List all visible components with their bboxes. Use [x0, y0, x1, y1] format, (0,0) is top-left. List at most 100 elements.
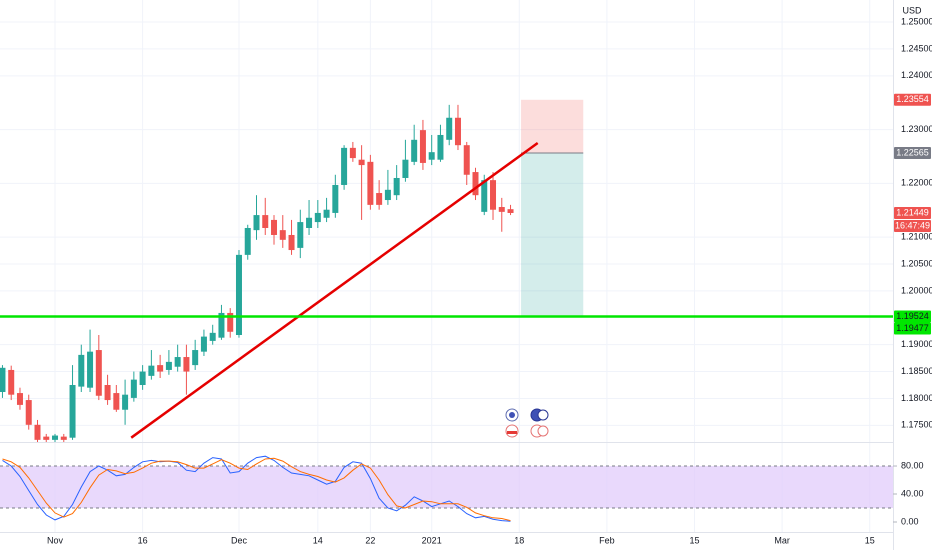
stochastic-line — [2, 457, 511, 522]
candle-body — [341, 147, 348, 185]
stop-zone — [521, 99, 584, 153]
candle-body — [87, 351, 94, 388]
candle-body — [52, 435, 59, 440]
candle-body — [235, 254, 242, 335]
candle-body — [472, 172, 479, 196]
candle-body — [349, 147, 356, 159]
candle-body — [490, 180, 497, 210]
candle-body — [323, 209, 330, 218]
candle-body — [437, 134, 444, 160]
candle-body — [376, 193, 383, 205]
candle-body — [200, 336, 207, 352]
candle-body — [332, 184, 339, 213]
candle-body — [25, 400, 32, 425]
price-label: 1.22565 — [896, 147, 929, 157]
candle-body — [314, 212, 321, 223]
price-label: 1.21449 — [896, 207, 929, 217]
event-icon[interactable] — [537, 425, 549, 437]
stochastic-band — [0, 466, 893, 509]
candle-body — [192, 350, 199, 366]
candle-body — [8, 369, 15, 395]
candle-body — [306, 217, 313, 228]
y-tick-label: 1.17500 — [901, 420, 932, 430]
candle-body — [507, 209, 514, 213]
y-tick-label: 1.20500 — [901, 258, 932, 268]
y-tick-label: 1.24000 — [901, 70, 932, 80]
candle-body — [113, 393, 120, 410]
candle-body — [393, 177, 400, 196]
x-tick-label: Nov — [47, 535, 64, 545]
candle-body — [454, 117, 461, 146]
candle-body — [271, 219, 278, 235]
candle-body — [411, 139, 418, 162]
candle-body — [262, 215, 269, 228]
candle-body — [69, 385, 76, 438]
candle-body — [446, 117, 453, 140]
x-tick-label: 2021 — [422, 535, 442, 545]
x-tick-label: 18 — [514, 535, 524, 545]
price-label-box — [894, 310, 931, 323]
price-label: 1.19477 — [896, 323, 929, 333]
stochastic-line — [2, 455, 511, 522]
price-label-box — [894, 93, 931, 106]
candle-body — [104, 385, 111, 401]
axis-labels: Nov 16 Dec 14 22 2021 18 Feb 15 Mar 15 1.25000 1.245… — [47, 16, 932, 545]
candle-body — [481, 180, 488, 212]
price-label-box — [894, 146, 931, 159]
candle-body — [165, 361, 172, 370]
candle-body — [244, 227, 251, 255]
candle-body — [253, 215, 260, 231]
candle-body — [183, 357, 190, 372]
x-tick-label: 15 — [865, 535, 875, 545]
x-tick-label: Feb — [599, 535, 615, 545]
candle-body — [367, 161, 374, 205]
candle-body — [95, 350, 102, 396]
event-icons — [505, 408, 549, 438]
y-tick-label: 1.24500 — [901, 43, 932, 53]
candle-body — [43, 436, 50, 440]
candle-body — [139, 371, 146, 386]
x-tick-label: Mar — [774, 535, 790, 545]
y-tick-label: 1.19000 — [901, 339, 932, 349]
candle-body — [419, 130, 426, 163]
candle-body — [16, 393, 23, 405]
price-label-box — [894, 206, 931, 219]
candle-body — [148, 365, 155, 376]
event-icon-flag — [507, 431, 517, 434]
event-icon-dot — [509, 412, 515, 418]
candle-body — [227, 312, 234, 332]
currency-label: USD — [902, 5, 922, 15]
candle-body — [288, 234, 295, 251]
target-zone — [521, 152, 584, 317]
candle-body — [122, 394, 129, 410]
main-pane — [0, 99, 893, 442]
event-icon[interactable] — [537, 409, 549, 421]
stochastic-tick-label: 0.00 — [901, 516, 919, 526]
x-tick-label: 16 — [138, 535, 148, 545]
candle-body — [174, 357, 181, 367]
price-label-box — [894, 322, 931, 335]
trend-line — [130, 142, 539, 439]
y-tick-label: 1.21000 — [901, 232, 932, 242]
candle-body — [463, 145, 470, 175]
candle-body — [218, 312, 225, 338]
y-tick-label: 1.22000 — [901, 178, 932, 188]
x-tick-label: 15 — [689, 535, 699, 545]
x-tick-label: 14 — [313, 535, 323, 545]
candle-body — [209, 332, 216, 341]
candle-body — [60, 436, 67, 440]
candle-body — [498, 207, 505, 212]
y-tick-label: 1.20000 — [901, 285, 932, 295]
candle-body — [428, 152, 435, 160]
price-label: 1.19524 — [896, 311, 929, 321]
candle-body — [402, 159, 409, 178]
candle-body — [0, 367, 6, 392]
candle-body — [78, 354, 85, 387]
countdown-label: 16:47:49 — [895, 220, 930, 230]
stochastic-pane — [0, 455, 893, 522]
y-tick-label: 1.18000 — [901, 393, 932, 403]
price-label: 1.23554 — [896, 94, 929, 104]
candle-body — [157, 365, 164, 372]
x-tick-label: 22 — [365, 535, 375, 545]
